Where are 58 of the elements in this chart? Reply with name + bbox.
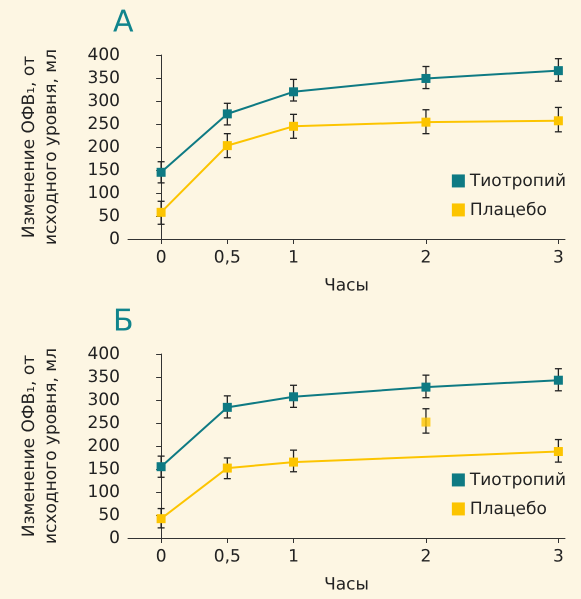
x-tick-label: 3: [552, 248, 564, 268]
x-tick-label: 1: [288, 248, 299, 268]
point: [156, 514, 166, 524]
point: [421, 118, 430, 127]
x-tick-label: 2: [420, 248, 432, 268]
legend-label: Плацебо: [470, 498, 547, 519]
point: [156, 168, 166, 177]
point: [222, 464, 232, 473]
chart-title: Б: [113, 304, 134, 338]
y-axis-title: Изменение ОФВ₁, от исходного уровня, мл: [19, 49, 61, 245]
x-tick-label: 0,5: [214, 546, 241, 566]
point: [156, 462, 166, 472]
chart-title: А: [113, 4, 134, 40]
y-axis-title: Изменение ОФВ₁, от исходного уровня, мл: [19, 348, 61, 544]
y-tick-label: 50: [98, 505, 120, 525]
y-tick-label: 100: [88, 482, 120, 502]
point: [554, 66, 563, 76]
point: [421, 418, 430, 427]
legend-label: Тиотропий: [468, 470, 566, 490]
y-tick-label: 250: [88, 114, 120, 134]
point: [289, 87, 298, 96]
y-tick-label: 300: [88, 91, 120, 111]
legend-label: Тиотропий: [468, 170, 566, 191]
x-tick-label: 0,5: [214, 248, 241, 268]
y-tick-label: 400: [88, 344, 120, 364]
point: [222, 402, 232, 412]
x-tick-label: 0: [156, 248, 167, 268]
x-tick-label: 1: [288, 546, 299, 566]
x-axis-title: Часы: [324, 574, 369, 594]
point: [421, 74, 430, 83]
y-tick-label: 400: [88, 45, 120, 65]
y-tick-label: 200: [88, 137, 120, 157]
point: [554, 447, 563, 456]
x-tick-label: 0: [156, 546, 167, 566]
y-tick-label: 50: [98, 206, 120, 226]
point: [222, 141, 232, 150]
point: [289, 122, 298, 131]
y-tick-label: 350: [88, 367, 120, 387]
y-tick-label: 300: [88, 390, 120, 410]
y-tick-label: 100: [88, 183, 120, 203]
point: [289, 458, 298, 467]
y-tick-label: 250: [88, 413, 120, 433]
point: [222, 109, 232, 118]
point: [156, 208, 166, 217]
y-tick-label: 200: [88, 436, 120, 456]
y-tick-label: 150: [88, 160, 120, 180]
point: [554, 116, 563, 126]
point: [554, 376, 563, 385]
x-tick-label: 2: [420, 546, 432, 566]
y-tick-label: 0: [109, 229, 120, 249]
y-tick-label: 350: [88, 68, 120, 88]
legend-label: Плацебо: [470, 200, 547, 220]
y-tick-label: 0: [109, 528, 120, 548]
point: [289, 392, 298, 402]
y-tick-label: 150: [88, 459, 120, 479]
x-tick-label: 3: [552, 546, 564, 566]
point: [421, 382, 430, 392]
x-axis-title: Часы: [324, 276, 369, 296]
